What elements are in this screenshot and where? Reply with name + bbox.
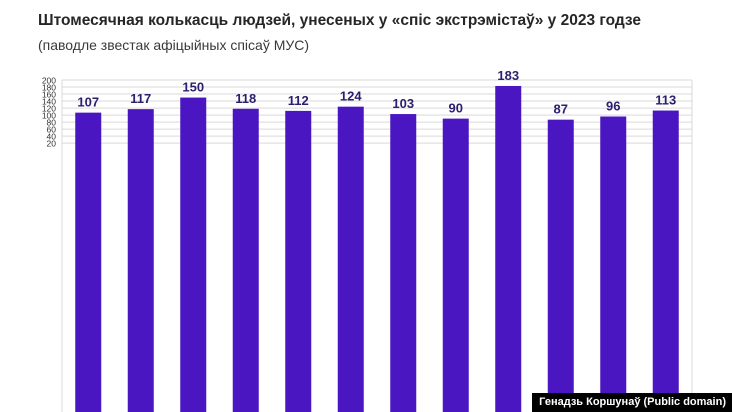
bars xyxy=(75,85,679,412)
y-tick-label: 20 xyxy=(47,139,57,149)
bar xyxy=(547,119,574,412)
bar xyxy=(495,85,522,412)
bar-value-label: 118 xyxy=(235,91,256,106)
bar-value-label: 112 xyxy=(288,93,309,108)
bar-value-label: 183 xyxy=(497,68,519,83)
y-tick-label: 120 xyxy=(42,104,56,114)
bar xyxy=(232,108,259,412)
y-tick-label: 160 xyxy=(42,90,56,100)
y-tick-label: 100 xyxy=(42,111,56,121)
y-tick-label: 180 xyxy=(42,83,56,93)
bar xyxy=(285,110,312,412)
bar-value-label: 113 xyxy=(655,93,676,108)
bar-value-label: 117 xyxy=(130,91,151,106)
data-labels: 107 117 150 118 112 124 103 90 183 87 96 113 xyxy=(77,68,676,117)
bar xyxy=(127,109,154,412)
bar-value-label: 150 xyxy=(182,80,204,95)
bar-value-label: 90 xyxy=(449,101,463,116)
bar xyxy=(337,106,364,412)
bar-value-label: 103 xyxy=(392,96,414,111)
bar xyxy=(442,118,469,412)
bar xyxy=(652,110,679,412)
grid-lines xyxy=(61,79,693,412)
y-tick-label: 140 xyxy=(42,97,56,107)
chart-title: Штомесячная колькасць людзей, унесеных у… xyxy=(38,12,642,29)
bar xyxy=(180,97,207,412)
bar xyxy=(600,116,627,412)
bar xyxy=(390,114,417,412)
y-tick-label: 200 xyxy=(42,76,56,86)
bar-value-label: 124 xyxy=(340,89,362,104)
chart-subtitle: (паводле звестак афіцыйных спісаў МУС) xyxy=(38,37,310,53)
y-tick-label: 60 xyxy=(47,125,57,135)
bar-value-label: 96 xyxy=(606,99,620,114)
y-tick-label: 40 xyxy=(47,132,57,142)
bar-value-label: 107 xyxy=(77,95,99,110)
bar xyxy=(75,112,102,412)
y-tick-label: 80 xyxy=(47,118,57,128)
bar-value-label: 87 xyxy=(554,102,568,117)
credit-badge: Генадзь Коршунаў (Public domain) xyxy=(532,393,732,412)
